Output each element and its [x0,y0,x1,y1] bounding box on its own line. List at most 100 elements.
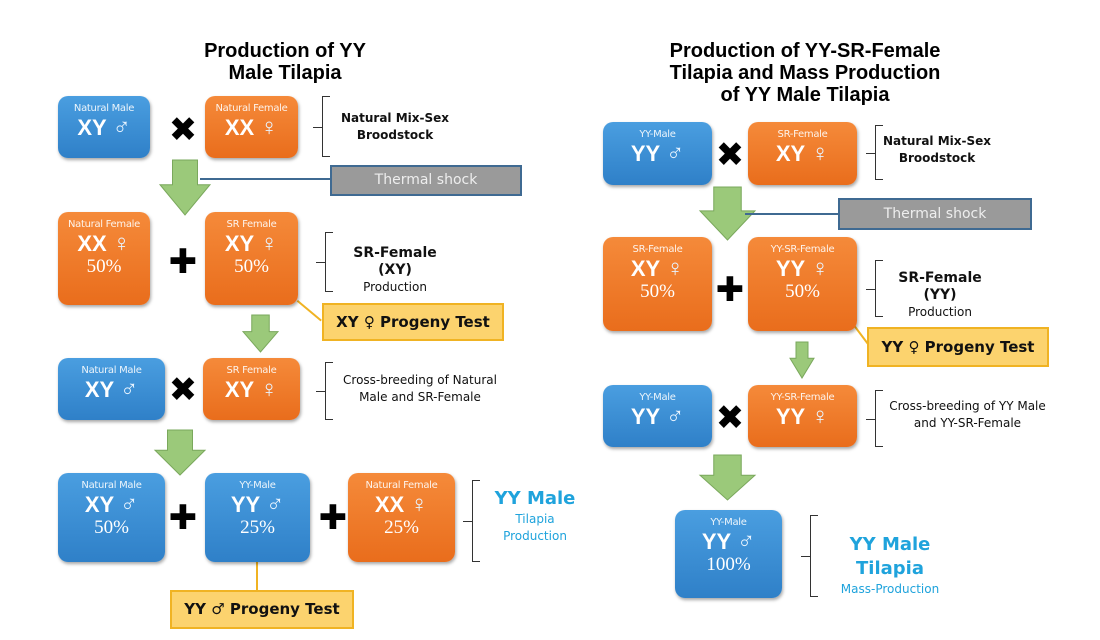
panel-title: Production of YY-SR-Female Tilapia and Ma… [600,40,1010,106]
down-arrow-icon [153,429,207,476]
fish-label: SR Female [226,219,277,230]
annotation-line: Production [503,529,567,543]
genotype-text: YY [230,492,261,517]
genotype: YY ♀ [748,255,857,283]
genotype-text: YY [701,529,732,554]
female-symbol-icon: ♀ [811,140,830,167]
fish-box-female: SR-Female XY ♀ [748,122,857,185]
genotype: XY ♀ [203,376,300,404]
fish-box-female: SR-Female XY ♀ 50% [603,237,712,331]
plus-icon: ✚ [715,270,745,310]
female-symbol-icon: ♀ [666,255,685,282]
annotation: Natural Mix-Sex Broodstock [882,133,992,167]
genotype: XX ♀ [58,230,150,258]
bracket [866,390,883,447]
fish-box-male: Natural Male XY ♂ [58,96,150,158]
fish-label: YY-Male [639,129,676,140]
percentage: 25% [384,517,419,538]
thermal-shock-connector [745,213,838,215]
genotype-text: YY [775,256,806,281]
cross-icon: ✖ [715,135,745,175]
male-symbol-icon: ♂ [666,403,685,430]
genotype-text: XY [224,231,255,256]
annotation-line: Natural Mix-Sex [882,134,992,148]
percentage: 50% [234,256,269,277]
genotype: XY ♀ [748,140,857,168]
fish-box-male: Natural Male XY ♂ [58,358,165,420]
genotype-text: XY [84,377,115,402]
female-symbol-icon: ♀ [112,230,131,257]
title-line: Tilapia and Mass Production [669,62,941,84]
genotype-text: XY [84,492,115,517]
progeny-test-callout: XY ♀ Progeny Test [322,303,504,341]
callout-connector [296,300,322,322]
genotype-text: XY [224,377,255,402]
annotation-line: Tilapia [515,512,555,526]
down-arrow-icon [698,454,757,501]
male-symbol-icon: ♂ [266,491,285,518]
annotation-line: SR-Female (YY) [898,270,982,303]
annotation: Cross-breeding of YY Male and YY-SR-Femal… [885,398,1050,432]
fish-box-female: SR Female XY ♀ 50% [205,212,298,305]
down-arrow-icon [698,186,757,241]
thermal-shock-label: Thermal shock [330,165,522,196]
fish-label: YY-Male [239,480,276,491]
genotype-text: XX [374,492,405,517]
genotype: YY ♀ [748,403,857,431]
male-symbol-icon: ♂ [120,491,139,518]
annotation: Natural Mix-Sex Broodstock [330,110,460,144]
genotype: XX ♀ [348,491,455,519]
male-symbol-icon: ♂ [737,528,756,555]
female-symbol-icon: ♀ [260,114,279,141]
bracket [866,260,883,317]
female-symbol-icon: ♀ [260,230,279,257]
panel-title: Production of YY Male Tilapia [135,40,435,84]
genotype-text: XX [77,231,107,256]
genotype-text: YY [630,404,661,429]
fish-label: Natural Male [81,480,142,491]
percentage: 100% [706,554,751,575]
fish-label: YY-SR-Female [770,244,835,255]
fish-box-female: Natural Female XX ♀ 50% [58,212,150,305]
title-line: Production of YY [204,40,366,62]
thermal-shock-label: Thermal shock [838,198,1032,230]
fish-box-female: YY-SR-Female YY ♀ [748,385,857,447]
down-arrow-icon [158,159,212,216]
genotype: YY ♂ [603,403,712,431]
fish-box-male: YY-Male YY ♂ [603,122,712,185]
genotype: XY ♂ [58,491,165,519]
percentage: 50% [86,256,122,277]
male-symbol-icon: ♂ [666,140,685,167]
annotation-line: Mass-Production [840,582,940,596]
annotation-line: Natural Mix-Sex [340,111,450,125]
annotation-line: Production [363,280,427,294]
female-symbol-icon: ♀ [811,255,830,282]
fish-label: SR-Female [632,244,683,255]
female-symbol-icon: ♀ [260,376,279,403]
annotation-line: YY Male Tilapia [849,534,931,579]
bracket [866,125,883,180]
title-line: of YY Male Tilapia [720,84,890,106]
fish-box-female: Natural Female XX ♀ 25% [348,473,455,562]
fish-label: SR Female [226,365,277,376]
fish-box-male: YY-Male YY ♂ [603,385,712,447]
genotype: YY ♂ [603,140,712,168]
annotation-line: Male and SR-Female [359,390,481,404]
annotation-line: Cross-breeding of Natural [343,373,497,387]
male-symbol-icon: ♂ [112,114,131,141]
plus-icon: ✚ [168,242,198,282]
annotation: YY Male Tilapia Mass-Production [815,533,965,598]
progeny-test-callout: YY ♀ Progeny Test [867,327,1049,367]
fish-label: Natural Female [365,480,438,491]
annotation: SR-Female (YY) Production [880,270,1000,321]
bracket [463,480,480,562]
fish-box-male: Natural Male XY ♂ 50% [58,473,165,562]
genotype-text: XX [224,115,255,140]
annotation-line: SR-Female (XY) [353,245,437,278]
bracket [316,232,333,292]
annotation-line: Cross-breeding of YY Male [889,399,1046,413]
cross-icon: ✖ [168,110,198,150]
genotype: YY ♂ [205,491,310,519]
fish-box-male: YY-Male YY ♂ 100% [675,510,782,598]
